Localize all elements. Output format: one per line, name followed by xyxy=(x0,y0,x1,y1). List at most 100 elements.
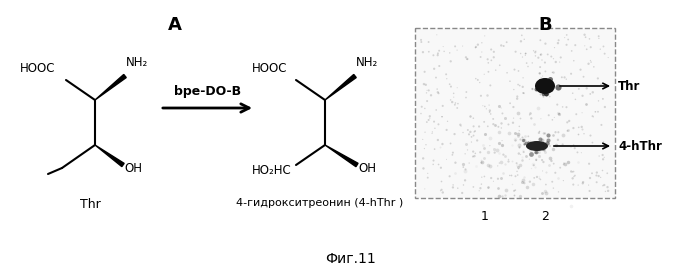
Point xyxy=(563,38,574,42)
Point xyxy=(537,92,548,96)
Point xyxy=(553,110,564,115)
Point xyxy=(535,76,547,80)
Point xyxy=(547,180,558,184)
Point xyxy=(537,81,548,85)
Point xyxy=(562,160,573,164)
Point xyxy=(559,161,570,165)
Point xyxy=(433,51,444,55)
Point xyxy=(552,102,563,107)
Text: HOOC: HOOC xyxy=(20,61,55,75)
Point xyxy=(547,89,558,93)
Point xyxy=(577,180,589,184)
Point xyxy=(561,77,572,81)
Point xyxy=(475,150,486,154)
Point xyxy=(501,70,512,75)
Point xyxy=(488,122,499,126)
Point xyxy=(579,33,590,37)
Point xyxy=(423,40,434,44)
Point xyxy=(547,133,559,137)
Point xyxy=(569,146,580,150)
Point xyxy=(447,153,458,157)
Point xyxy=(535,86,546,91)
Polygon shape xyxy=(95,145,124,167)
Point xyxy=(541,141,552,146)
Point xyxy=(559,35,570,40)
Point xyxy=(482,124,493,128)
Point xyxy=(422,171,433,176)
Point xyxy=(561,105,572,109)
Point xyxy=(461,57,473,61)
Point xyxy=(568,143,579,147)
Point xyxy=(553,130,564,134)
Point xyxy=(462,148,473,152)
Point xyxy=(517,177,528,182)
Text: 1: 1 xyxy=(481,210,489,223)
Point xyxy=(496,143,507,148)
Point xyxy=(433,49,445,53)
Point xyxy=(540,170,552,174)
Point xyxy=(580,35,591,39)
Point xyxy=(540,42,551,46)
Point xyxy=(507,159,518,163)
Point xyxy=(535,52,547,57)
Point xyxy=(519,37,530,42)
Point xyxy=(523,144,534,148)
Point xyxy=(554,112,565,116)
Point xyxy=(572,150,583,155)
Point xyxy=(545,155,556,160)
Point xyxy=(442,119,453,124)
Point xyxy=(562,129,573,133)
Point xyxy=(493,104,504,108)
Point xyxy=(470,129,481,133)
Text: HOOC: HOOC xyxy=(252,61,287,75)
Point xyxy=(522,64,533,69)
Point xyxy=(538,160,549,164)
Point xyxy=(517,135,528,139)
Point xyxy=(447,183,459,187)
Point xyxy=(482,186,493,190)
Point xyxy=(482,57,493,61)
Point xyxy=(475,94,487,98)
Point xyxy=(444,51,455,55)
Point xyxy=(433,64,445,68)
Point xyxy=(461,142,472,146)
Point xyxy=(596,82,607,87)
Point xyxy=(553,190,564,194)
Point xyxy=(464,114,475,119)
Point xyxy=(478,146,489,151)
Point xyxy=(519,181,530,185)
Point xyxy=(419,187,431,191)
Point xyxy=(432,53,443,57)
Point xyxy=(545,94,556,99)
Point xyxy=(579,44,591,48)
Point xyxy=(450,161,461,165)
Point xyxy=(420,83,431,87)
Point xyxy=(591,173,602,178)
Point xyxy=(468,116,479,120)
Point xyxy=(429,126,440,131)
Point xyxy=(505,79,516,83)
Point xyxy=(462,57,473,61)
Point xyxy=(519,138,530,142)
Point xyxy=(420,143,431,147)
Point xyxy=(512,83,524,87)
Point xyxy=(512,173,524,177)
Point xyxy=(436,114,447,119)
Point xyxy=(516,180,527,185)
Point xyxy=(490,68,501,72)
Point xyxy=(444,82,455,86)
Point xyxy=(555,55,566,59)
Text: NH₂: NH₂ xyxy=(126,55,148,69)
Point xyxy=(562,120,573,125)
Point xyxy=(488,117,499,121)
Point xyxy=(428,158,439,163)
Point xyxy=(417,156,428,161)
Point xyxy=(583,183,594,187)
Point xyxy=(455,122,466,127)
Point xyxy=(540,89,552,94)
Point xyxy=(457,44,468,48)
Point xyxy=(598,44,609,49)
Point xyxy=(426,131,438,136)
Point xyxy=(431,75,442,80)
Point xyxy=(523,140,534,144)
